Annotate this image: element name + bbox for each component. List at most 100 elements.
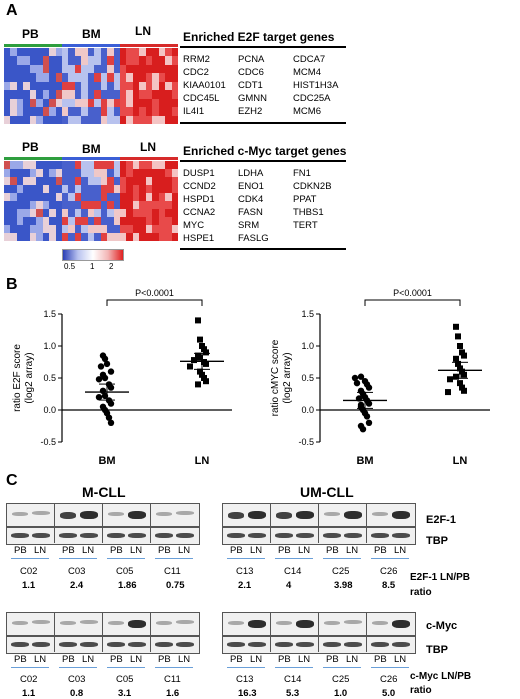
lane-underline — [59, 667, 97, 668]
myc-ratio-label: c-Myc LN/PB ratio — [410, 671, 472, 696]
sample-label: C14 — [284, 674, 302, 685]
group-label-ln-2: LN — [140, 140, 156, 154]
lane-label-ln: LN — [346, 654, 359, 665]
lane-divider — [270, 612, 271, 652]
lane-divider — [102, 503, 103, 543]
lane-underline — [155, 558, 193, 559]
x-category-label: LN — [195, 455, 210, 467]
lane-underline — [227, 667, 265, 668]
lane-label-ln: LN — [394, 545, 407, 556]
gene-label: EZH2 — [238, 106, 263, 117]
ratio-value: 8.5 — [382, 580, 396, 591]
myc-score-chart: 1.5 1.0 0.5 0.0 -0.5 ratio cMYC score(log2 ar… — [270, 288, 490, 467]
pb-band — [12, 512, 28, 516]
ratio-value: 3.1 — [118, 688, 132, 699]
tbp-band — [296, 533, 314, 538]
ln-data-point — [459, 384, 465, 391]
ln-band — [80, 620, 98, 624]
ln-data-point — [453, 323, 459, 330]
panel-a-letter: A — [6, 2, 18, 19]
ln-data-point — [201, 346, 207, 353]
tbp-band — [80, 533, 98, 538]
bm-data-point — [101, 374, 109, 382]
ln-data-point — [203, 378, 209, 385]
tbp-band — [32, 533, 50, 538]
bm-data-point — [95, 376, 103, 383]
tbp-band — [11, 533, 29, 538]
bm-data-point — [353, 379, 361, 387]
ln-band — [128, 620, 146, 628]
gene-label: IL4I1 — [183, 106, 205, 117]
gene-label: CCND2 — [183, 181, 216, 192]
x-category-label: BM — [98, 455, 115, 467]
e2f-ratio-label: E2F-1 LN/PB ratio — [410, 572, 471, 598]
gene-label: LDHA — [238, 168, 264, 179]
bm-data-point — [103, 360, 111, 368]
ln-data-point — [197, 368, 203, 375]
ln-band — [296, 511, 314, 519]
umcll-title: UM-CLL — [300, 484, 354, 500]
e2f-heatmap — [4, 48, 178, 124]
pb-group-bar — [4, 44, 62, 47]
ln-band — [176, 620, 194, 624]
lane-underline — [323, 667, 361, 668]
sample-label: C26 — [380, 674, 398, 685]
scale-high: 2 — [109, 262, 114, 271]
myc-title-rule — [180, 160, 346, 162]
gene-label: CDK4 — [238, 194, 264, 205]
lane-label-pb: PB — [326, 654, 339, 665]
ratio-value: 2.1 — [238, 580, 252, 591]
ln-data-point — [203, 360, 209, 367]
ln-data-point — [461, 352, 467, 359]
scale-low: 0.5 — [64, 262, 76, 271]
bm-data-point — [101, 355, 109, 362]
m-e2f-target-blot — [6, 503, 200, 527]
ratio-value: 16.3 — [238, 688, 257, 699]
tbp-band — [227, 642, 245, 647]
tbp-band — [371, 642, 389, 647]
bm-data-point — [107, 368, 115, 375]
ratio-value: 2.4 — [70, 580, 84, 591]
tbp-band — [248, 642, 266, 647]
ratio-value: 5.3 — [286, 688, 300, 699]
ratio-value: 1.86 — [118, 580, 137, 591]
gene-label: CDC6 — [238, 67, 264, 78]
tbp-band — [344, 533, 362, 538]
ln-data-point — [191, 357, 197, 364]
ln-data-point — [197, 336, 203, 343]
lane-divider — [102, 612, 103, 652]
lane-underline — [227, 558, 265, 559]
sample-label: C13 — [236, 566, 254, 577]
ln-data-point — [453, 355, 459, 362]
lane-divider — [318, 503, 319, 543]
lane-underline — [371, 558, 409, 559]
bm-data-point — [365, 384, 373, 391]
tbp-blot-label-2: TBP — [426, 644, 448, 656]
y-tick-label: 1.5 — [301, 309, 314, 319]
ratio-value: 0.8 — [70, 688, 84, 699]
e2f-title-rule — [180, 46, 346, 48]
gene-label: SRM — [238, 220, 260, 231]
sample-label: C13 — [236, 674, 254, 685]
sample-label: C11 — [164, 674, 181, 685]
lane-label-pb: PB — [62, 545, 75, 556]
lane-label-ln: LN — [82, 654, 95, 665]
lane-label-ln: LN — [346, 545, 359, 556]
group-label-pb: PB — [22, 27, 39, 41]
y-tick-label: 0.0 — [43, 405, 56, 415]
gene-label: CDC45L — [183, 93, 220, 104]
x-category-label: BM — [356, 455, 373, 467]
bm-data-point — [95, 394, 103, 401]
pb-group-bar-2 — [4, 157, 62, 160]
lane-label-ln: LN — [298, 545, 311, 556]
lane-label-pb: PB — [110, 545, 123, 556]
lane-underline — [275, 667, 313, 668]
bm-data-point — [351, 374, 359, 382]
tbp-band — [128, 642, 146, 647]
y-tick-label: 0.5 — [43, 373, 56, 383]
sample-label: C26 — [380, 566, 398, 577]
tbp-band — [59, 642, 77, 647]
tbp-band — [275, 533, 293, 538]
tbp-band — [107, 533, 125, 538]
lane-label-ln: LN — [34, 654, 47, 665]
